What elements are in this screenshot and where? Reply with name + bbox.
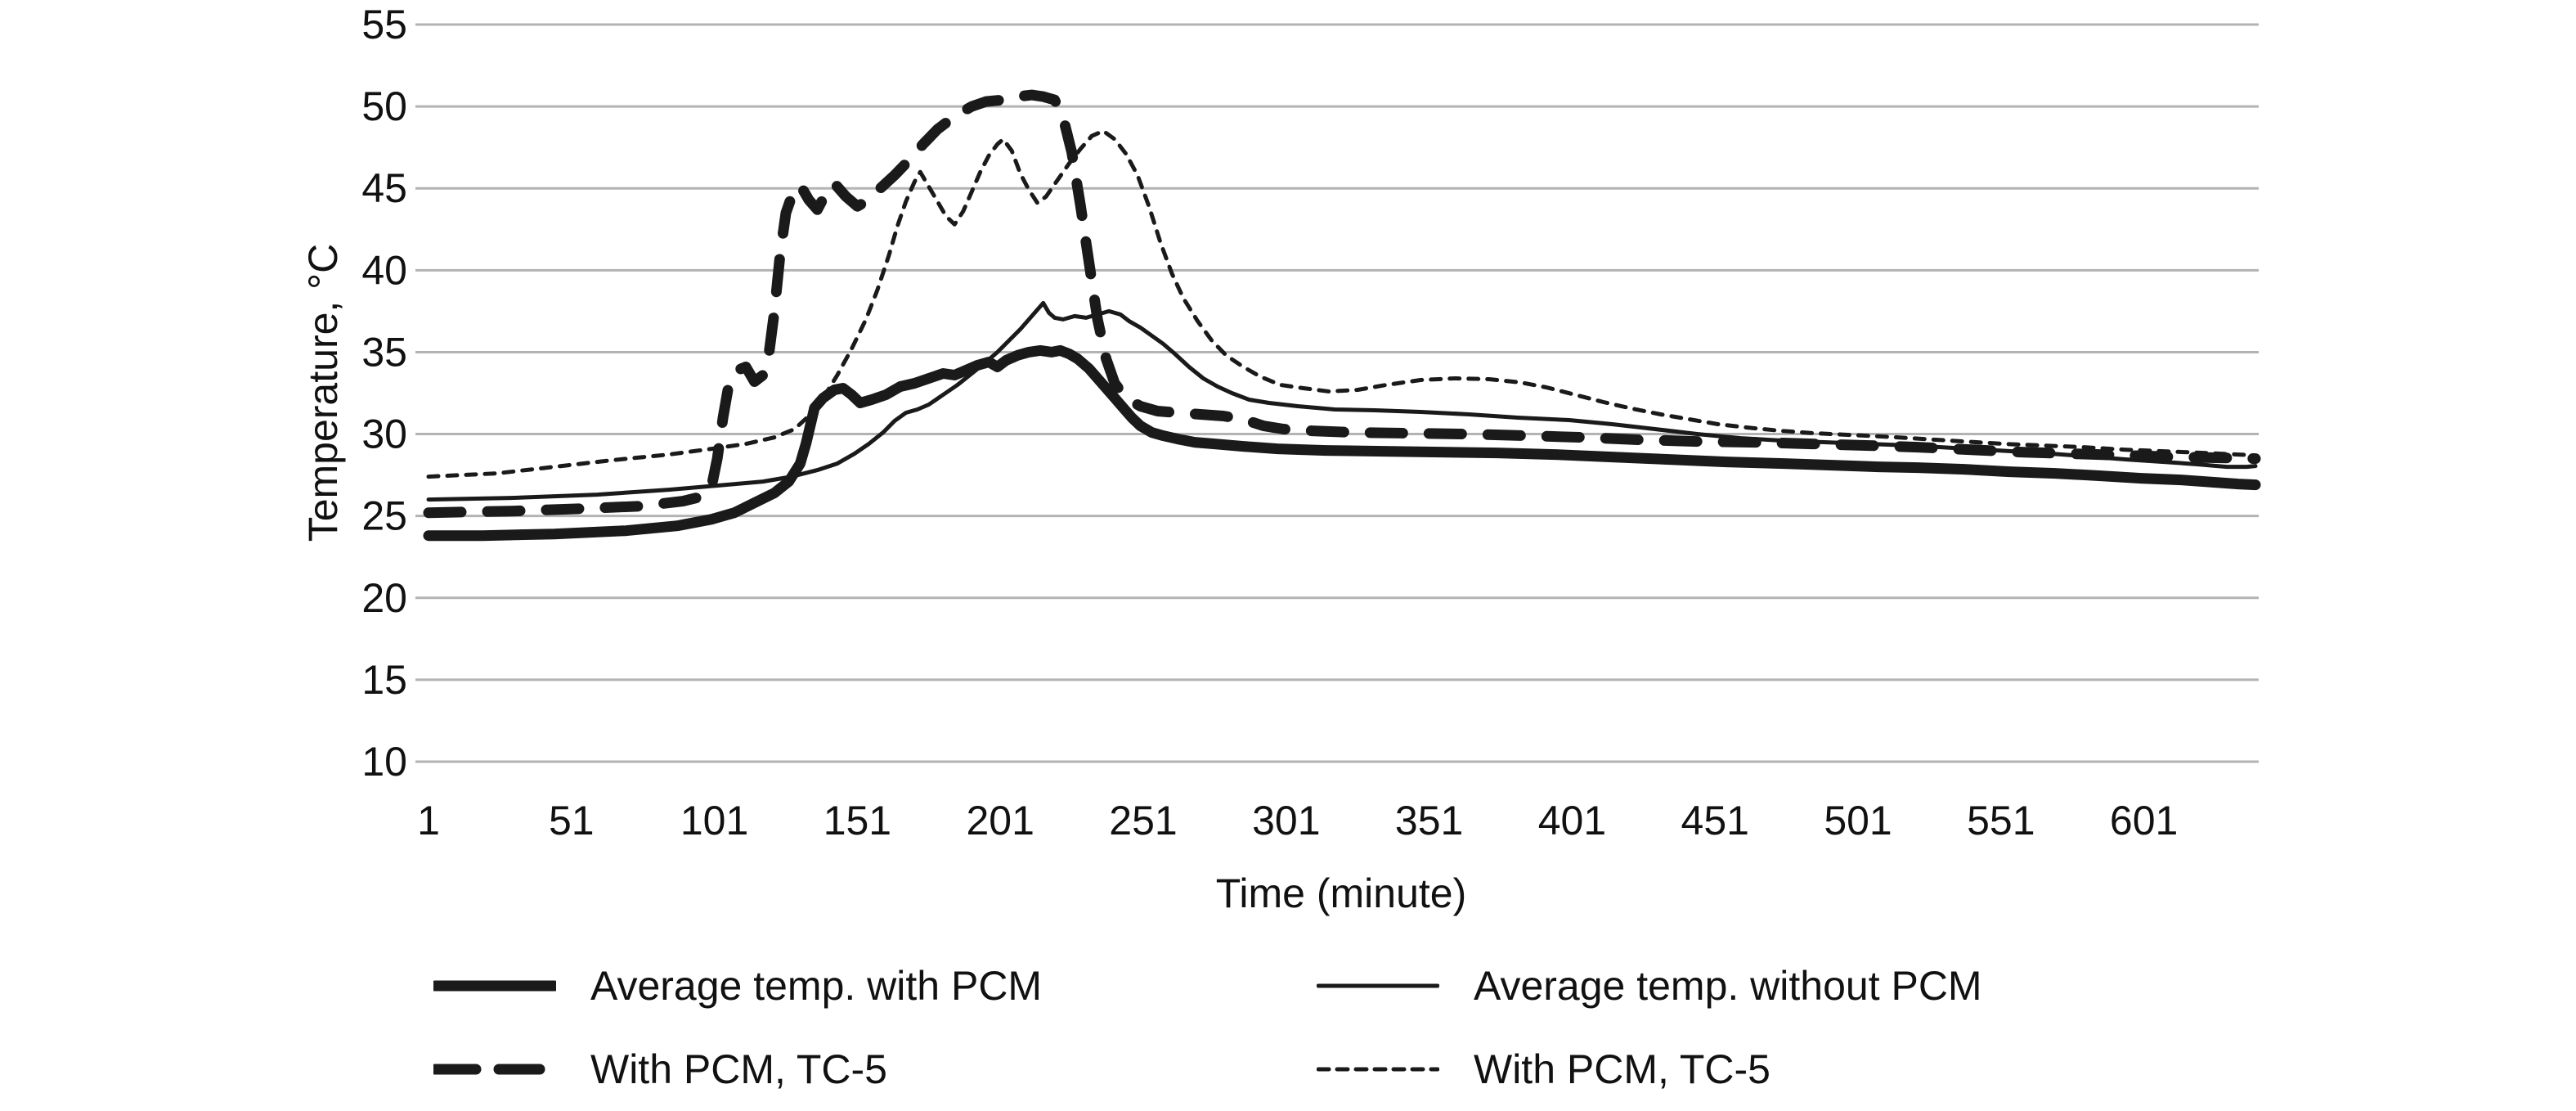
y-tick-label-25: 25 bbox=[361, 493, 407, 539]
series-line-0 bbox=[423, 344, 2261, 542]
series-line-3 bbox=[426, 128, 2258, 479]
y-tick-label-45: 45 bbox=[361, 165, 407, 211]
x-tick-label-101: 101 bbox=[680, 798, 748, 843]
legend-swatch-icon-0 bbox=[433, 980, 556, 992]
legend-item-3: With PCM, TC-5 bbox=[1317, 1045, 1770, 1094]
x-tick-label-351: 351 bbox=[1395, 798, 1463, 843]
legend-label-3: With PCM, TC-5 bbox=[1474, 1046, 1770, 1092]
x-axis-title: Time (minute) bbox=[1215, 870, 1467, 916]
legend-item-1: Average temp. without PCM bbox=[1317, 961, 1982, 1010]
legend-swatch-icon-2 bbox=[433, 1064, 556, 1075]
y-tick-label-30: 30 bbox=[361, 412, 407, 457]
legend-label-0: Average temp. with PCM bbox=[590, 963, 1043, 1009]
x-tick-label-551: 551 bbox=[1967, 798, 2035, 843]
x-tick-label-51: 51 bbox=[549, 798, 595, 843]
x-tick-label-501: 501 bbox=[1824, 798, 1892, 843]
legend-label-1: Average temp. without PCM bbox=[1474, 963, 1982, 1009]
x-tick-label-301: 301 bbox=[1252, 798, 1320, 843]
y-tick-label-15: 15 bbox=[361, 657, 407, 703]
x-tick-label-401: 401 bbox=[1538, 798, 1606, 843]
y-tick-label-35: 35 bbox=[361, 329, 407, 375]
legend-swatch-icon-3 bbox=[1317, 1067, 1439, 1072]
y-tick-label-40: 40 bbox=[361, 247, 407, 293]
legend-swatch-icon-1 bbox=[1317, 983, 1439, 988]
x-tick-label-201: 201 bbox=[966, 798, 1034, 843]
y-tick-label-50: 50 bbox=[361, 83, 407, 129]
x-tick-label-151: 151 bbox=[824, 798, 891, 843]
y-axis-title: Temperature, °C bbox=[300, 243, 346, 542]
x-tick-label-601: 601 bbox=[2110, 798, 2178, 843]
legend-item-0: Average temp. with PCM bbox=[433, 961, 1042, 1010]
x-tick-label-1: 1 bbox=[417, 798, 440, 843]
series-line-2 bbox=[423, 89, 2261, 519]
x-tick-label-451: 451 bbox=[1681, 798, 1749, 843]
y-tick-label-10: 10 bbox=[361, 739, 407, 785]
x-tick-label-251: 251 bbox=[1109, 798, 1177, 843]
y-tick-label-20: 20 bbox=[361, 575, 407, 621]
legend-item-2: With PCM, TC-5 bbox=[433, 1045, 887, 1094]
y-tick-label-55: 55 bbox=[361, 2, 407, 47]
legend-label-2: With PCM, TC-5 bbox=[590, 1046, 887, 1092]
